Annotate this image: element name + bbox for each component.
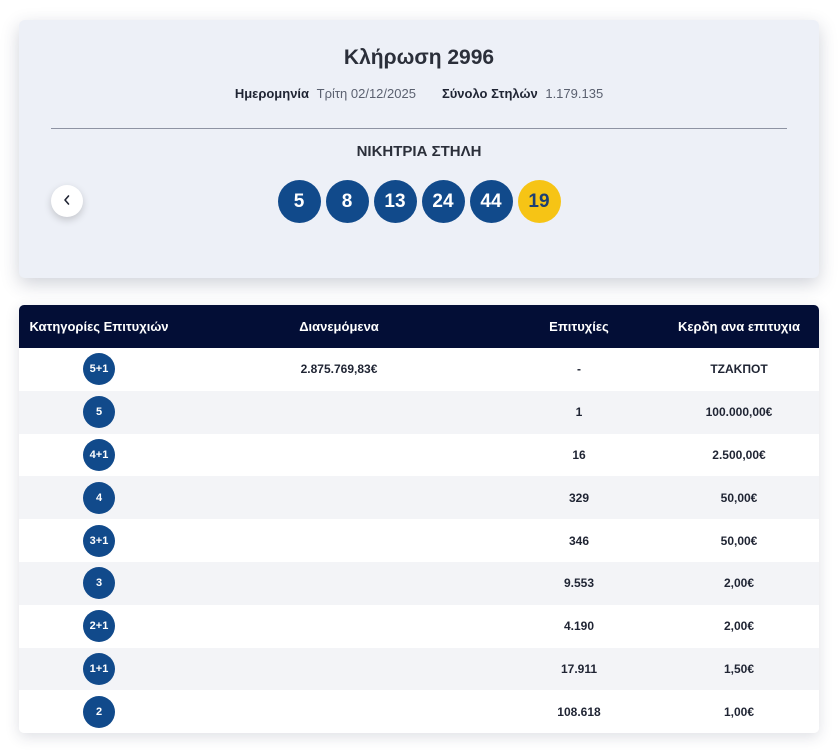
columns-label: Σύνολο Στηλών (441, 86, 538, 101)
prize-cell: 1,50€ (723, 661, 755, 676)
previous-draw-button[interactable] (51, 185, 83, 217)
header-categories: Κατηγορίες Επιτυχιών (29, 319, 169, 334)
prize-cell: 2.500,00€ (712, 447, 766, 462)
draw-date: Ημερομηνία Τρίτη 02/12/2025 (235, 86, 416, 101)
date-label: Ημερομηνία (234, 86, 310, 101)
distributed-cell (179, 434, 499, 477)
distributed-cell (179, 476, 499, 519)
winners-cell: 17.911 (560, 661, 598, 676)
number-ball: 24 (421, 180, 465, 223)
table-row: 1+1 17.911 1,50€ (19, 647, 819, 691)
header-prize-per-winner: Κερδη ανα επιτυχια (677, 319, 801, 334)
table-row: 2 108.618 1,00€ (19, 690, 819, 734)
category-badge: 2+1 (83, 610, 115, 643)
winners-cell: 329 (568, 490, 590, 505)
number-ball: 44 (469, 180, 513, 223)
draw-columns: Σύνολο Στηλών 1.179.135 (442, 86, 603, 101)
distributed-cell (179, 648, 499, 691)
winners-cell: - (577, 362, 581, 377)
prize-cell: 2,00€ (723, 576, 755, 591)
draw-meta: Ημερομηνία Τρίτη 02/12/2025 Σύνολο Στηλώ… (19, 86, 819, 101)
date-value: Τρίτη 02/12/2025 (316, 86, 416, 101)
chevron-left-icon (62, 194, 72, 209)
category-badge: 2 (83, 695, 115, 728)
prize-cell: 1,00€ (723, 704, 755, 719)
category-badge: 3+1 (83, 524, 115, 557)
table-row: 4+1 16 2.500,00€ (19, 433, 819, 477)
category-badge: 4+1 (83, 438, 115, 471)
prize-cell: 2,00€ (723, 619, 755, 634)
category-badge: 4 (83, 481, 115, 514)
columns-value: 1.179.135 (545, 86, 604, 101)
distributed-cell (179, 391, 499, 434)
prize-cell: 50,00€ (720, 533, 758, 548)
header-distributed: Διανεμόμενα (299, 319, 379, 334)
category-badge: 5 (83, 396, 115, 429)
divider (51, 128, 787, 129)
distributed-cell (179, 519, 499, 562)
table-row: 3 9.553 2,00€ (19, 561, 819, 605)
table-row: 5+1 2.875.769,83€ - ΤΖΑΚΠΟΤ (19, 348, 819, 391)
prize-cell: 100.000,00€ (705, 405, 773, 420)
winners-cell: 4.190 (563, 619, 595, 634)
distributed-cell (179, 562, 499, 605)
category-badge: 1+1 (83, 652, 115, 685)
number-ball: 13 (373, 180, 417, 223)
table-row: 3+1 346 50,00€ (19, 519, 819, 562)
distributed-cell (179, 690, 499, 733)
prize-cell: ΤΖΑΚΠΟΤ (710, 362, 768, 377)
category-badge: 3 (83, 567, 115, 600)
winners-cell: 346 (568, 533, 590, 548)
number-ball: 8 (325, 180, 369, 223)
table-row: 5 1 100.000,00€ (19, 390, 819, 434)
prize-cell: 50,00€ (720, 490, 758, 505)
winning-column-label: ΝΙΚΗΤΡΙΑ ΣΤΗΛΗ (356, 143, 482, 160)
distributed-cell: 2.875.769,83€ (300, 362, 378, 377)
draw-card: Κλήρωση 2996 Ημερομηνία Τρίτη 02/12/2025… (19, 20, 819, 278)
joker-ball: 19 (517, 180, 561, 223)
winners-cell: 108.618 (557, 704, 601, 719)
draw-title: Κλήρωση 2996 (343, 46, 495, 69)
winners-cell: 9.553 (563, 576, 595, 591)
prize-table: Κατηγορίες Επιτυχιών Διανεμόμενα Επιτυχί… (19, 305, 819, 734)
table-header-row: Κατηγορίες Επιτυχιών Διανεμόμενα Επιτυχί… (19, 305, 819, 348)
category-badge: 5+1 (83, 353, 115, 386)
header-winners: Επιτυχίες (549, 319, 609, 334)
number-ball: 5 (277, 180, 321, 223)
table-row: 4 329 50,00€ (19, 476, 819, 520)
distributed-cell (179, 605, 499, 648)
table-row: 2+1 4.190 2,00€ (19, 604, 819, 648)
winning-numbers: 5 8 13 24 44 19 (19, 180, 819, 223)
winners-cell: 16 (572, 447, 586, 462)
winners-cell: 1 (575, 405, 583, 420)
